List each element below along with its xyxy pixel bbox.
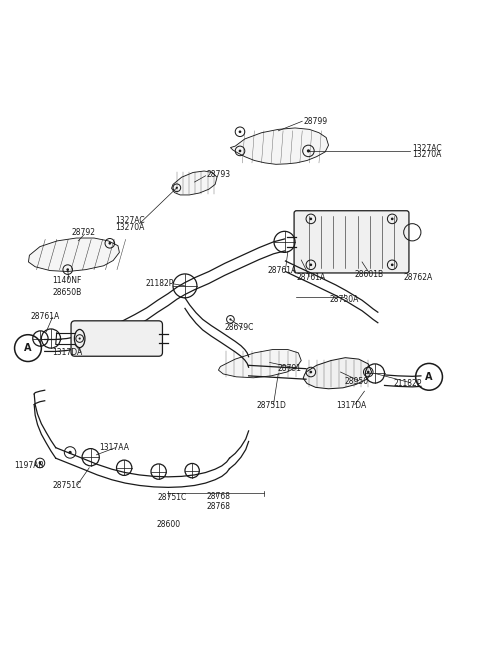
Circle shape xyxy=(391,264,394,266)
Circle shape xyxy=(310,264,312,266)
Text: 1317DA: 1317DA xyxy=(52,348,83,358)
Text: 1317DA: 1317DA xyxy=(336,401,366,410)
Text: 1327AC: 1327AC xyxy=(412,144,442,153)
Text: 28950: 28950 xyxy=(344,377,369,386)
Text: 28761A: 28761A xyxy=(268,266,297,275)
Text: 28679C: 28679C xyxy=(225,323,254,333)
Circle shape xyxy=(229,318,231,321)
Polygon shape xyxy=(230,128,328,164)
Text: 21182P: 21182P xyxy=(145,279,174,289)
Text: 28730A: 28730A xyxy=(330,295,360,304)
Circle shape xyxy=(307,150,310,153)
Polygon shape xyxy=(171,171,217,195)
Text: 28751C: 28751C xyxy=(157,493,187,502)
Polygon shape xyxy=(303,358,372,389)
Circle shape xyxy=(239,131,241,133)
Circle shape xyxy=(391,218,394,220)
Circle shape xyxy=(108,242,111,245)
Text: A: A xyxy=(24,343,32,353)
Text: 28761A: 28761A xyxy=(30,312,60,321)
Text: 28768: 28768 xyxy=(206,492,230,501)
Text: 28768: 28768 xyxy=(206,502,230,510)
Text: 28751C: 28751C xyxy=(52,482,82,491)
Text: 1197AB: 1197AB xyxy=(14,461,44,470)
Text: 28792: 28792 xyxy=(72,228,96,237)
Text: 28761A: 28761A xyxy=(297,273,326,282)
Circle shape xyxy=(367,371,370,373)
Text: 28762A: 28762A xyxy=(404,273,433,282)
Text: 13270A: 13270A xyxy=(412,150,442,159)
Circle shape xyxy=(79,337,81,340)
Polygon shape xyxy=(218,350,301,378)
Polygon shape xyxy=(28,238,120,272)
Text: 28799: 28799 xyxy=(303,117,327,126)
Text: A: A xyxy=(425,372,433,382)
Text: 28650B: 28650B xyxy=(52,287,82,297)
FancyBboxPatch shape xyxy=(294,211,409,273)
Text: 28601B: 28601B xyxy=(355,270,384,279)
Text: 13270A: 13270A xyxy=(116,223,145,232)
Circle shape xyxy=(239,150,241,152)
Circle shape xyxy=(310,371,312,373)
Circle shape xyxy=(38,462,41,464)
Text: 1317AA: 1317AA xyxy=(99,443,129,452)
Text: 28751D: 28751D xyxy=(257,401,287,410)
Circle shape xyxy=(66,268,69,271)
Text: 1327AC: 1327AC xyxy=(116,216,145,225)
Circle shape xyxy=(310,218,312,220)
Text: 28600: 28600 xyxy=(156,520,180,529)
FancyBboxPatch shape xyxy=(71,321,162,356)
Circle shape xyxy=(69,451,72,454)
Text: 1140NF: 1140NF xyxy=(52,276,82,285)
Text: 28791: 28791 xyxy=(277,364,301,373)
Text: 21182P: 21182P xyxy=(393,379,421,388)
Text: 28793: 28793 xyxy=(206,171,230,179)
Circle shape xyxy=(176,187,178,189)
